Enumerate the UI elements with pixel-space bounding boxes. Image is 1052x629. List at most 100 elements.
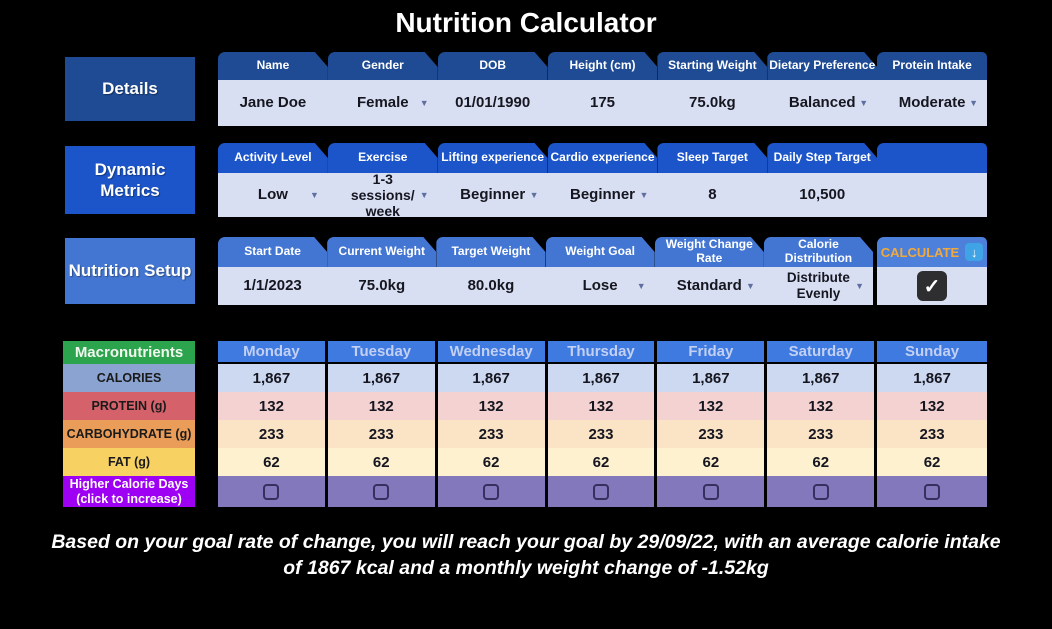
carbohydrate-value: 233 [767,420,878,448]
higher-calorie-day-checkbox[interactable] [812,483,829,500]
details-section-label: Details [65,57,195,121]
header-name: Name [218,52,328,80]
header-start-date: Start Date [218,237,327,267]
header-filler [877,143,988,173]
dob-field[interactable]: 01/01/1990 [455,94,531,112]
weight-goal-select[interactable]: Lose ▼ [582,277,646,295]
dropdown-arrow-icon: ▼ [639,189,649,200]
dropdown-arrow-icon: ▼ [969,97,979,108]
calories-value: 1,867 [327,364,438,392]
calculate-checkbox-cell: ✓ [877,267,987,305]
dropdown-arrow-icon: ▼ [859,97,869,108]
fat-value: 62 [327,448,438,476]
header-weight-change-rate: Weight Change Rate [655,237,764,267]
higher-calorie-day-checkbox[interactable] [263,483,280,500]
higher-calorie-days-label: Higher Calorie Days (click to increase) [63,476,195,507]
height-field[interactable]: 175 [589,94,616,112]
dropdown-arrow-icon: ▼ [855,280,865,291]
calories-row-label: CALORIES [63,364,195,392]
carbohydrate-value: 233 [437,420,548,448]
macro-table: Monday Tuesday Wednesday Thursday Friday… [218,341,987,507]
header-activity-level: Activity Level [218,143,328,173]
dropdown-arrow-icon: ▼ [309,189,319,200]
calories-value: 1,867 [877,364,987,392]
header-dob: DOB [438,52,548,80]
carbohydrate-row: 233 233 233 233 233 233 233 [218,420,987,448]
calories-value: 1,867 [767,364,878,392]
calculate-block: CALCULATE ↓ ✓ [877,237,987,305]
lifting-experience-select[interactable]: Beginner ▼ [460,186,539,204]
header-calorie-distribution: Calorie Distribution [764,237,873,267]
calorie-distribution-select[interactable]: Distribute Evenly ▼ [786,270,865,301]
details-value-row: Jane Doe Female ▼ 01/01/1990 175 75.0kg B… [218,80,987,126]
activity-level-select[interactable]: Low ▼ [257,186,319,204]
nutrition-setup-section: Nutrition Setup Start Date Current Weigh… [65,237,1052,305]
value-filler [877,173,987,217]
current-weight-field[interactable]: 75.0kg [358,277,406,295]
exercise-select[interactable]: 1-3 sessions/ week ▼ [350,170,429,220]
dropdown-arrow-icon: ▼ [419,189,429,200]
details-section: Details Name Gender DOB Height (cm) Star… [65,52,1052,126]
header-protein-intake: Protein Intake [877,52,988,80]
fat-value: 62 [767,448,878,476]
fat-row: 62 62 62 62 62 62 62 [218,448,987,476]
carbohydrate-value: 233 [327,420,438,448]
cardio-experience-select[interactable]: Beginner ▼ [570,186,649,204]
starting-weight-field[interactable]: 75.0kg [689,94,736,112]
day-header-row: Monday Tuesday Wednesday Thursday Friday… [218,341,987,364]
carbohydrate-value: 233 [877,420,987,448]
calculate-button[interactable]: CALCULATE ↓ [877,237,987,267]
protein-value: 132 [218,392,328,420]
weight-change-rate-select[interactable]: Standard ▼ [676,277,755,295]
calories-value: 1,867 [547,364,658,392]
header-gender: Gender [328,52,438,80]
fat-value: 62 [218,448,328,476]
dropdown-arrow-icon: ▼ [745,280,755,291]
header-starting-weight: Starting Weight [657,52,767,80]
higher-calorie-day-checkbox[interactable] [702,483,719,500]
dynamic-metrics-section-label: Dynamic Metrics [65,146,195,214]
dynamic-metrics-section: Dynamic Metrics Activity Level Exercise … [65,143,1052,220]
fat-value: 62 [547,448,658,476]
day-header-sunday: Sunday [877,341,987,364]
calculate-checkbox[interactable]: ✓ [917,271,947,301]
higher-calorie-day-checkbox[interactable] [483,483,500,500]
fat-value: 62 [657,448,768,476]
fat-value: 62 [877,448,987,476]
header-weight-goal: Weight Goal [546,237,655,267]
carbohydrate-row-label: CARBOHYDRATE (g) [63,420,195,448]
protein-value: 132 [437,392,548,420]
goal-summary-text: Based on your goal rate of change, you w… [51,531,1001,580]
higher-calorie-day-checkbox[interactable] [373,483,390,500]
daily-step-target-field[interactable]: 10,500 [799,186,846,204]
day-header-saturday: Saturday [767,341,878,364]
protein-value: 132 [657,392,768,420]
carbohydrate-value: 233 [657,420,768,448]
protein-value: 132 [877,392,987,420]
gender-select[interactable]: Female ▼ [356,94,429,112]
protein-intake-select[interactable]: Moderate ▼ [898,94,979,112]
header-height: Height (cm) [548,52,658,80]
macronutrients-label: Macronutrients [63,341,195,364]
calories-value: 1,867 [437,364,548,392]
target-weight-field[interactable]: 80.0kg [467,277,515,295]
day-header-monday: Monday [218,341,328,364]
protein-value: 132 [327,392,438,420]
calories-row: 1,867 1,867 1,867 1,867 1,867 1,867 1,86… [218,364,987,392]
name-field[interactable]: Jane Doe [239,94,307,112]
nutrition-setup-section-label: Nutrition Setup [65,238,195,304]
sleep-target-field[interactable]: 8 [708,186,717,204]
day-header-thursday: Thursday [547,341,658,364]
day-header-wednesday: Wednesday [437,341,548,364]
calories-value: 1,867 [218,364,328,392]
protein-row-label: PROTEIN (g) [63,392,195,420]
header-daily-step-target: Daily Step Target [767,143,877,173]
dietary-preference-select[interactable]: Balanced ▼ [788,94,869,112]
higher-calorie-day-checkbox[interactable] [592,483,609,500]
higher-calorie-day-checkbox[interactable] [924,483,941,500]
day-header-tuesday: Tuesday [327,341,438,364]
dropdown-arrow-icon: ▼ [636,280,646,291]
higher-calorie-days-row [218,476,987,507]
dynamic-metrics-value-row: Low ▼ 1-3 sessions/ week ▼ Beginner ▼ Begin… [218,170,987,220]
start-date-field[interactable]: 1/1/2023 [243,277,302,295]
